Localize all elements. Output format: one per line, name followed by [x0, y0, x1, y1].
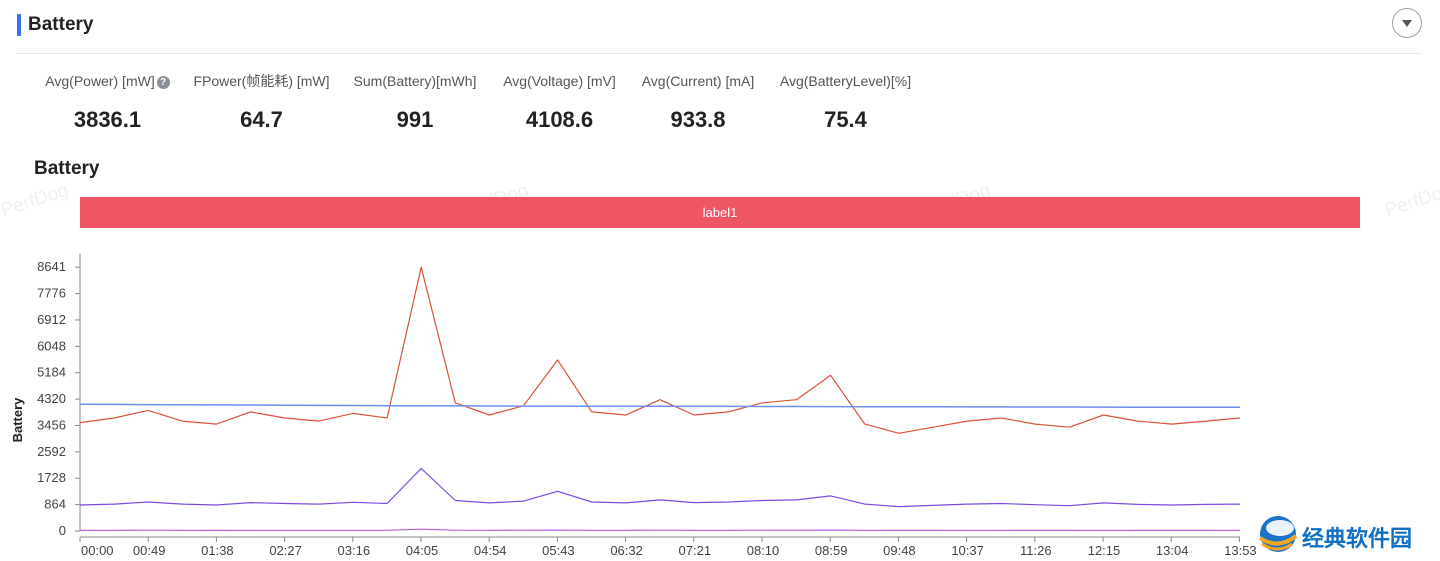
- y-tick-label: 4320: [37, 391, 66, 406]
- x-tick-label: 13:04: [1156, 543, 1189, 558]
- stat-label: Sum(Battery)[mWh]: [353, 73, 477, 89]
- x-tick-label: 01:38: [201, 543, 234, 558]
- label-band[interactable]: label1: [80, 197, 1360, 228]
- x-axis: 00:00 00:49 01:38 02:27 03:16 04:05 04:54 05:43…: [79, 536, 1257, 558]
- stat-value: 4108.6: [525, 107, 594, 132]
- site-logo-icon: [1258, 516, 1298, 552]
- stat-value: 933.8: [670, 107, 726, 132]
- x-tick-label: 00:49: [133, 543, 166, 558]
- site-logo-text: 经典软件园: [1302, 527, 1413, 552]
- stat-avg-voltage: Avg(Voltage) [mV] 4108.6: [498, 70, 621, 134]
- x-tick-label: 09:48: [883, 543, 916, 558]
- x-tick-label: 07:21: [679, 543, 712, 558]
- stat-label: Avg(Voltage) [mV]: [503, 73, 616, 89]
- y-tick-label: 6912: [37, 312, 66, 327]
- stat-label: Avg(Current) [mA]: [641, 73, 755, 89]
- x-tick-label: 05:43: [542, 543, 575, 558]
- x-tick-label: 08:10: [747, 543, 780, 558]
- x-tick-label: 02:27: [269, 543, 302, 558]
- stat-label: FPower(帧能耗) [mW]: [193, 73, 330, 89]
- chevron-down-icon: [1402, 20, 1412, 27]
- x-tick-label: 04:54: [474, 543, 507, 558]
- stat-value: 3836.1: [73, 107, 142, 132]
- stat-avg-battery-level: Avg(BatteryLevel)[%] 75.4: [775, 70, 916, 134]
- x-tick-label: 13:53: [1224, 543, 1257, 558]
- stat-value: 991: [396, 107, 434, 132]
- stat-sum-battery: Sum(Battery)[mWh] 991: [348, 70, 482, 134]
- x-tick-label: 08:59: [815, 543, 848, 558]
- y-tick-label: 864: [44, 497, 66, 512]
- help-icon[interactable]: ?: [156, 76, 170, 89]
- stat-label: Avg(Power) [mW]: [45, 73, 155, 89]
- series-line-0: [79, 266, 1241, 434]
- collapse-button[interactable]: [1392, 8, 1422, 38]
- stat-label: Avg(BatteryLevel)[%]: [779, 73, 912, 89]
- y-axis: 0 864 1728 2592 3456 4320 5184 6048 6912 7776 8641: [37, 254, 81, 538]
- chart-title: Battery: [34, 158, 100, 179]
- y-axis-label: Battery: [10, 397, 25, 443]
- x-tick-label: 00:00: [81, 543, 114, 558]
- y-tick-label: 1728: [37, 470, 66, 485]
- x-tick-label: 03:16: [338, 543, 371, 558]
- stat-fpower: FPower(帧能耗) [mW] 64.7: [191, 70, 332, 134]
- y-tick-label: 3456: [37, 417, 66, 432]
- stat-value: 75.4: [824, 107, 867, 132]
- series-line-3: [79, 528, 1241, 532]
- section-accent-bar: [17, 14, 21, 36]
- x-tick-label: 06:32: [610, 543, 643, 558]
- section-header: Battery: [17, 8, 1422, 54]
- series-lines: [79, 266, 1241, 532]
- x-tick-label: 04:05: [406, 543, 439, 558]
- x-tick-label: 12:15: [1088, 543, 1121, 558]
- series-line-1: [79, 403, 1240, 409]
- series-line-2: [79, 467, 1241, 508]
- stat-avg-current: Avg(Current) [mA] 933.8: [637, 70, 759, 134]
- x-tick-label: 10:37: [951, 543, 984, 558]
- stat-avg-power: Avg(Power) [mW]? 3836.1: [41, 70, 174, 134]
- y-tick-label: 6048: [37, 338, 66, 353]
- y-tick-label: 7776: [37, 286, 66, 301]
- x-tick-label: 11:26: [1020, 543, 1052, 558]
- section-title: Battery: [28, 14, 94, 35]
- stat-value: 64.7: [240, 107, 283, 132]
- y-tick-label: 8641: [37, 259, 66, 274]
- y-tick-label: 0: [59, 523, 66, 538]
- y-tick-label: 2592: [37, 444, 66, 459]
- y-tick-label: 5184: [37, 365, 66, 380]
